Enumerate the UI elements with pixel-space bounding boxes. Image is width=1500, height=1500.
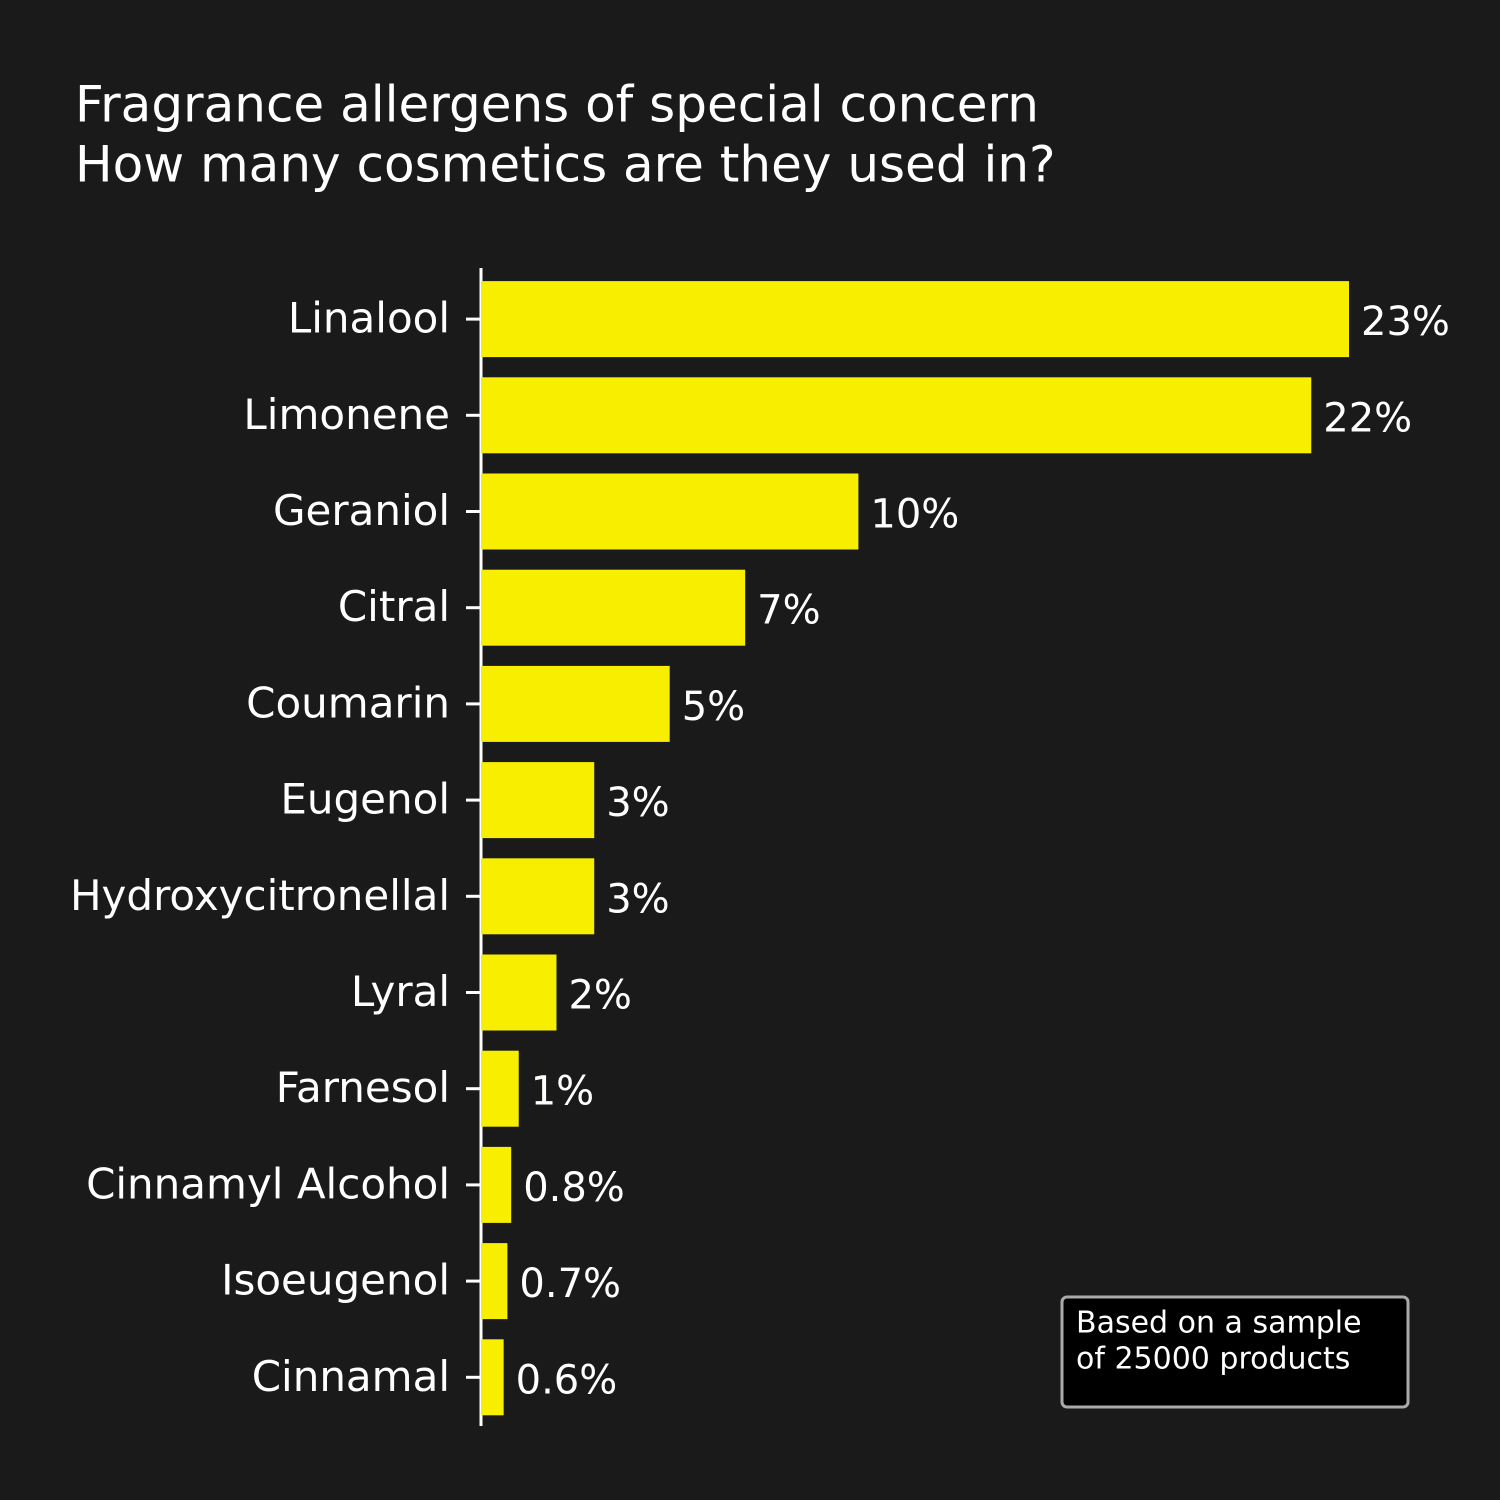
value-label: 2% [568,973,631,1019]
bar [481,281,1349,358]
chart-title: Fragrance allergens of special concern [75,76,1039,134]
bar [481,473,859,550]
bar [481,1050,519,1127]
value-label: 3% [606,876,669,922]
annotation-line: Based on a sample [1076,1306,1362,1341]
y-tick-label: Limonene [243,390,450,439]
y-tick-label: Cinnamyl Alcohol [86,1159,450,1208]
bar [481,665,670,742]
y-tick-label: Linalool [288,294,450,343]
bar [481,1339,504,1416]
value-label: 5% [682,684,745,730]
y-tick-label: Isoeugenol [221,1256,450,1305]
bar [481,569,746,646]
chart-subtitle: How many cosmetics are they used in? [75,136,1056,194]
y-tick-label: Eugenol [280,775,450,824]
bar [481,1146,512,1223]
value-label: 1% [531,1069,594,1115]
value-label: 0.7% [519,1261,621,1307]
value-label: 23% [1361,299,1450,345]
value-label: 0.8% [523,1165,625,1211]
value-label: 7% [757,588,820,634]
bar [481,1243,508,1320]
bar [481,377,1312,454]
bar [481,858,595,935]
y-tick-label: Coumarin [246,678,450,727]
annotation-line: of 25000 products [1076,1342,1350,1377]
value-label: 0.6% [516,1357,618,1403]
y-tick-label: Hydroxycitronellal [70,871,450,920]
value-label: 22% [1323,395,1412,441]
bar [481,954,557,1031]
annotation-box [1060,1295,1410,1409]
bar [481,762,595,839]
y-tick-label: Lyral [351,967,450,1016]
y-tick-label: Geraniol [273,486,450,535]
value-label: 3% [606,780,669,826]
y-tick-label: Cinnamal [252,1352,450,1401]
y-tick-label: Citral [338,582,450,631]
y-tick-label: Farnesol [276,1063,450,1112]
value-label: 10% [870,492,959,538]
